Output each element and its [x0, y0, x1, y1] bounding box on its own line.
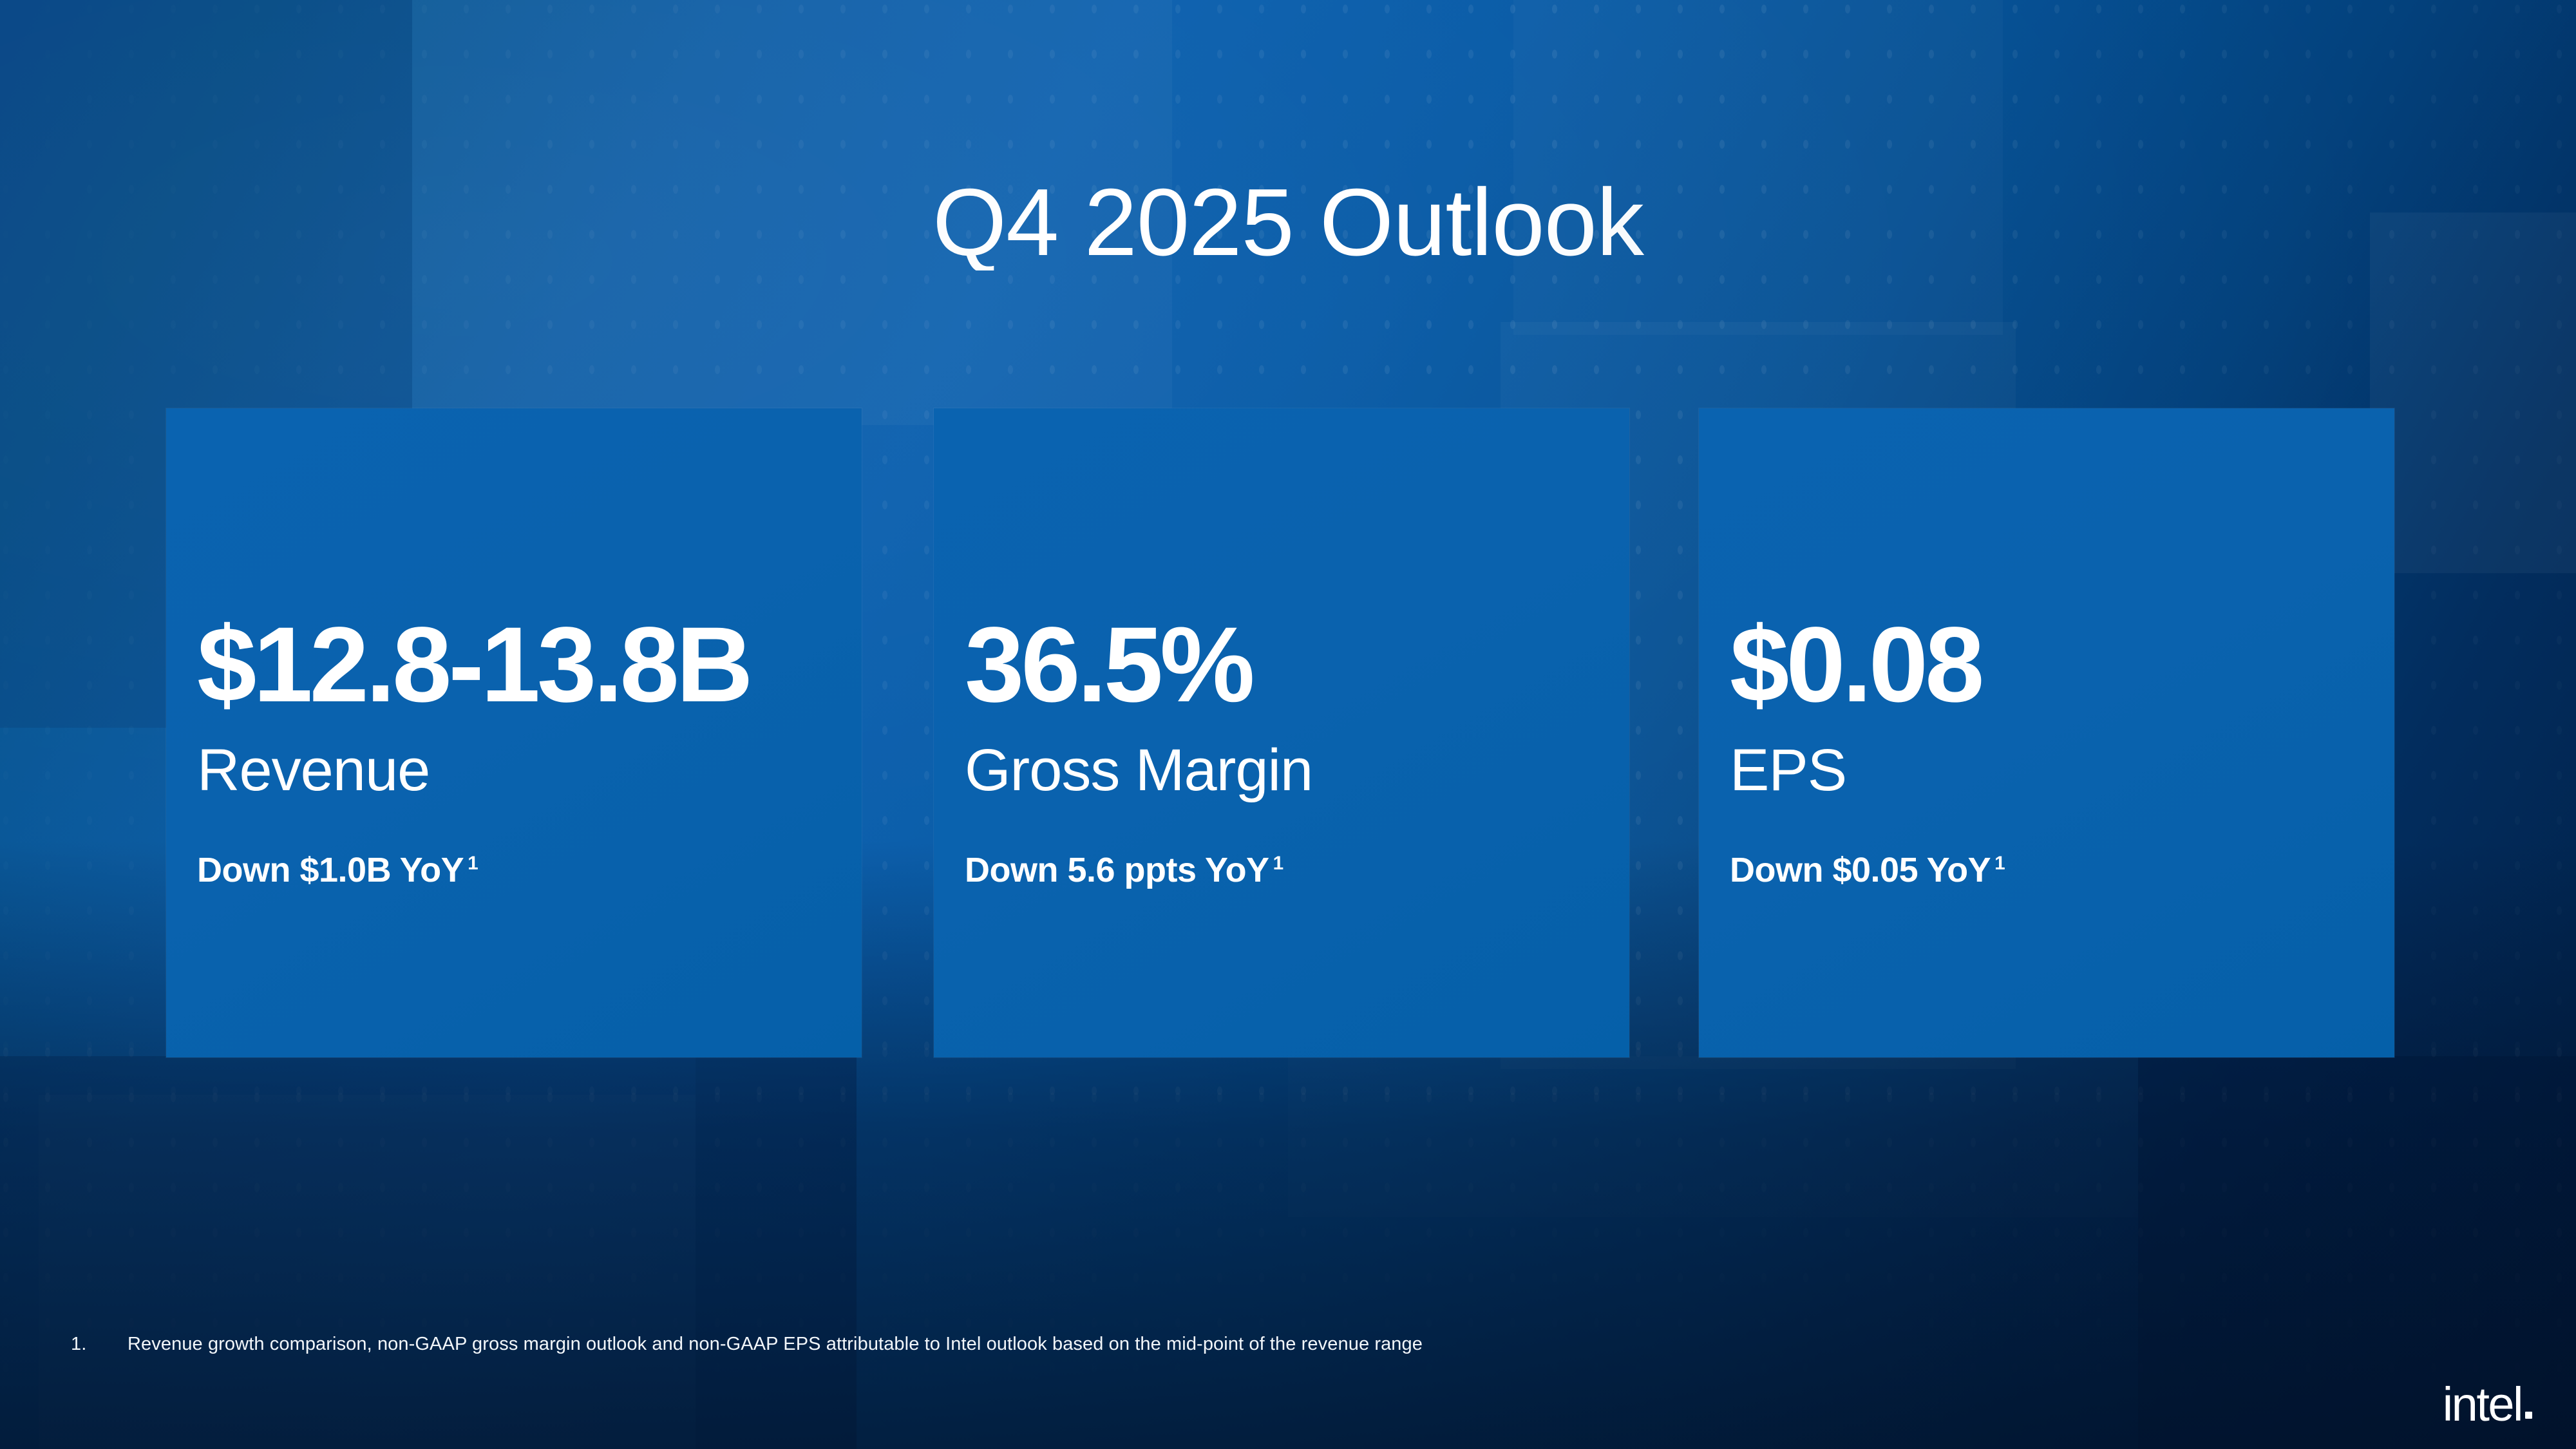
bg-block: [1513, 0, 2003, 335]
metric-card-eps: $0.08 EPS Down $0.05 YoY 1: [1699, 408, 2394, 1057]
intel-logo: intel: [2442, 1378, 2532, 1432]
metric-label: Revenue: [197, 737, 430, 803]
metric-change: Down $1.0B YoY 1: [197, 853, 478, 887]
bg-block: [1288, 1056, 2138, 1217]
metric-value: $12.8-13.8B: [197, 605, 753, 724]
metric-change-text: Down 5.6 ppts YoY: [965, 851, 1269, 889]
metric-change-text: Down $0.05 YoY: [1730, 851, 1991, 889]
metric-change-text: Down $1.0B YoY: [197, 851, 464, 889]
footnote-marker: 1: [1994, 853, 2005, 874]
metric-card-gross-margin: 36.5% Gross Margin Down 5.6 ppts YoY 1: [934, 408, 1629, 1057]
footnote-marker: 1: [468, 853, 478, 874]
intel-wordmark: intel: [2442, 1378, 2524, 1432]
metric-label: EPS: [1730, 737, 1847, 803]
metric-value: 36.5%: [965, 605, 1255, 724]
bg-block: [0, 1056, 696, 1449]
footnote: 1. Revenue growth comparison, non-GAAP g…: [71, 1333, 1423, 1356]
page-title: Q4 2025 Outlook: [0, 175, 2576, 270]
bg-block: [39, 1095, 696, 1449]
metric-change: Down $0.05 YoY 1: [1730, 853, 2005, 887]
bg-dot-pattern-lower: [0, 1043, 2576, 1449]
metric-card-revenue: $12.8-13.8B Revenue Down $1.0B YoY 1: [166, 408, 862, 1057]
intel-logo-dot: [2525, 1412, 2532, 1419]
metric-value: $0.08: [1730, 605, 1984, 724]
footnote-text: Revenue growth comparison, non-GAAP gros…: [128, 1334, 1423, 1354]
footnote-marker: 1: [1273, 853, 1284, 874]
footnote-number: 1.: [71, 1334, 87, 1354]
metric-label: Gross Margin: [965, 737, 1313, 803]
bg-block: [696, 1030, 857, 1449]
metric-change: Down 5.6 ppts YoY 1: [965, 853, 1283, 887]
